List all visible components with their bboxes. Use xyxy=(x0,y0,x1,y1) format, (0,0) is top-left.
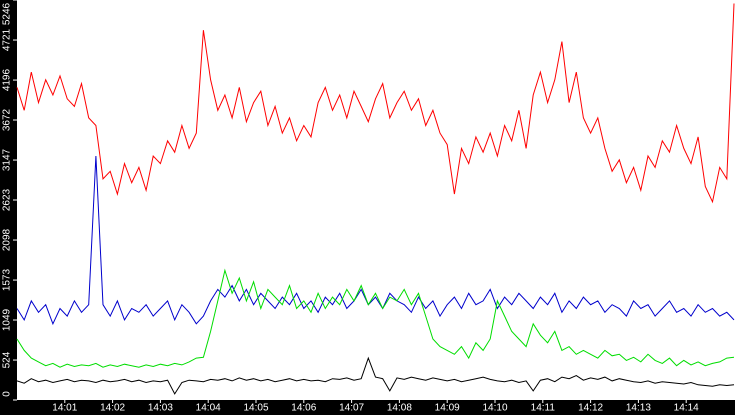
y-tick-label: 524 xyxy=(2,351,13,368)
series-line xyxy=(16,356,735,395)
x-tick-label: 14:01 xyxy=(52,403,77,414)
y-axis-strip xyxy=(0,0,17,415)
y-tick-label: 4196 xyxy=(2,69,13,92)
x-tick-label: 14:04 xyxy=(196,403,221,414)
x-tick-label: 14:10 xyxy=(482,403,507,414)
y-tick-label: 3672 xyxy=(2,108,13,131)
x-tick-label: 14:05 xyxy=(243,403,268,414)
y-tick-label: 3147 xyxy=(2,148,13,171)
x-tick-label: 14:08 xyxy=(387,403,412,414)
x-tick-label: 14:09 xyxy=(435,403,460,414)
x-axis-strip xyxy=(0,400,735,415)
y-tick-label: 4721 xyxy=(2,28,13,51)
y-tick-label: 5246 xyxy=(2,2,13,25)
x-tick-label: 14:11 xyxy=(531,403,556,414)
x-tick-label: 14:12 xyxy=(578,403,603,414)
y-tick-label: 1573 xyxy=(2,269,13,292)
x-tick-label: 14:03 xyxy=(148,403,173,414)
y-tick-label: 1049 xyxy=(2,308,13,331)
x-tick-label: 14:06 xyxy=(291,403,316,414)
x-tick-label: 14:14 xyxy=(674,403,699,414)
y-tick-label: 0 xyxy=(2,391,13,397)
series-line xyxy=(16,268,735,368)
y-tick-label: 2098 xyxy=(2,228,13,251)
series-line xyxy=(16,3,735,204)
x-tick-label: 14:07 xyxy=(339,403,364,414)
x-tick-label: 14:13 xyxy=(626,403,651,414)
y-tick-label: 2623 xyxy=(2,188,13,211)
series-line xyxy=(16,155,735,326)
x-tick-label: 14:02 xyxy=(100,403,125,414)
